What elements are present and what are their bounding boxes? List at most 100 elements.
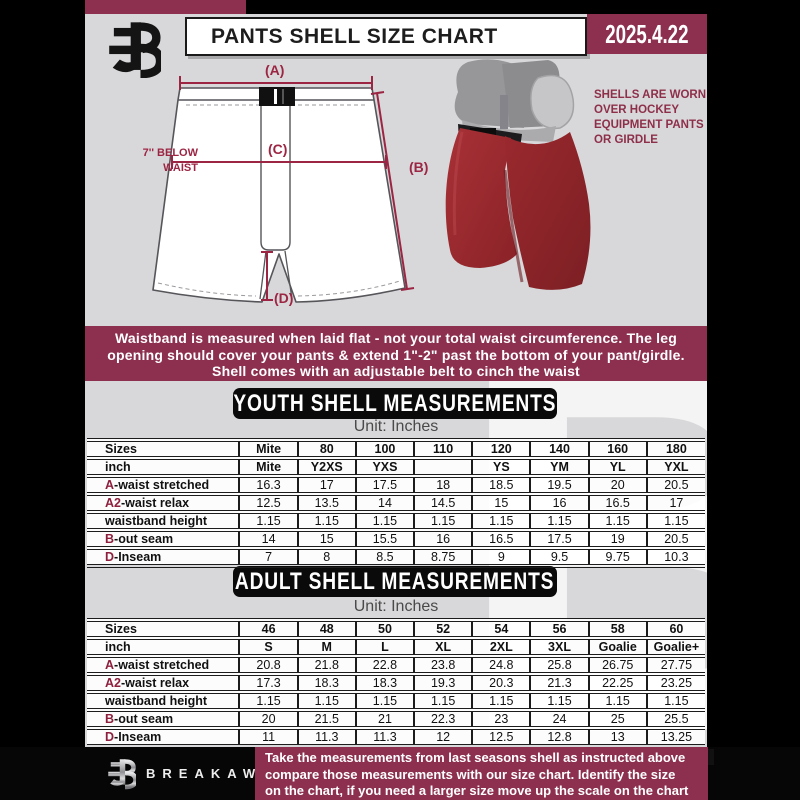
footer-note-line: Take the measurements from last seasons … (265, 750, 686, 765)
table-row: D-Inseam 7 8 8.5 8.75 9 9.5 9.75 10.3 (87, 546, 705, 568)
info-line: Shell comes with an adjustable belt to c… (212, 363, 580, 379)
size-cell: 100 (354, 438, 415, 458)
below-waist-note-line2: WAIST (163, 162, 198, 174)
below-waist-note-line1: 7'' BELOW (143, 147, 199, 159)
info-line: Waistband is measured when laid flat - n… (115, 330, 677, 346)
size-cell: 1.15 (238, 690, 298, 710)
row-label-prefix: B (105, 532, 115, 546)
row-label-prefix: A (105, 478, 115, 492)
size-cell: 120 (471, 438, 531, 458)
table-row: B-out seam 20 21.5 21 22.3 23 24 25 25.5 (87, 708, 705, 728)
size-cell: 180 (645, 438, 705, 458)
size-cell: 1.15 (354, 510, 415, 530)
size-cell: 20.3 (471, 672, 531, 692)
size-cell: 21.8 (296, 654, 356, 674)
size-cell: 1.15 (413, 690, 473, 710)
size-cell: Y2XS (296, 456, 356, 476)
size-cell: 54 (471, 618, 531, 638)
size-cell (413, 456, 473, 476)
hockey-shell-photo (445, 59, 591, 290)
size-cell: L (354, 636, 415, 656)
date-text: 2025.4.22 (605, 18, 689, 49)
page-sheet: B PANTS SHELL SIZE CHART 2025.4.22 (A) (85, 14, 707, 747)
size-cell: 160 (587, 438, 647, 458)
measuring-info-banner: Waistband is measured when laid flat - n… (85, 326, 707, 381)
size-cell: 21.3 (529, 672, 589, 692)
size-cell: 20.8 (238, 654, 298, 674)
row-label: inch (87, 456, 240, 476)
size-cell: 23.25 (645, 672, 705, 692)
size-cell: 15 (296, 528, 356, 548)
size-cell: 1.15 (354, 690, 415, 710)
info-line: opening should cover your pants & extend… (107, 346, 685, 363)
page-title: PANTS SHELL SIZE CHART (211, 24, 498, 48)
row-label: Sizes (87, 438, 240, 458)
size-cell: 17 (296, 474, 356, 494)
youth-section-title: YOUTH SHELL MEASUREMENTS (233, 389, 557, 417)
size-cell: 17.5 (529, 528, 589, 548)
size-cell: 21 (354, 708, 415, 728)
row-label: A-waist stretched (87, 474, 240, 494)
edge-nub (708, 749, 714, 765)
table-row: B-out seam 14 15 15.5 16 16.5 17.5 19 20.5 (87, 528, 705, 548)
size-cell: 16.5 (471, 528, 531, 548)
size-cell: YS (471, 456, 531, 476)
shell-note-line: SHELLS ARE WORN (594, 89, 707, 101)
size-cell: 20.5 (645, 474, 705, 494)
size-cell: 12.8 (529, 726, 589, 747)
size-cell: 58 (587, 618, 647, 638)
size-cell: 16 (413, 528, 473, 548)
size-cell: 21.5 (296, 708, 356, 728)
size-cell: 9.5 (529, 546, 589, 568)
size-cell: 23.8 (413, 654, 473, 674)
size-cell: 11.3 (354, 726, 415, 747)
table-row: A-waist stretched 16.3 17 17.5 18 18.5 19.5 20 2… (87, 474, 705, 494)
table-row: A-waist stretched 20.8 21.8 22.8 23.8 24.8 25.… (87, 654, 705, 674)
size-cell: 17.3 (238, 672, 298, 692)
row-label-prefix: B (105, 712, 115, 726)
size-cell: 16.3 (238, 474, 298, 494)
size-cell: 16.5 (587, 492, 647, 512)
row-label-prefix: A (105, 658, 115, 672)
size-cell: 19.3 (413, 672, 473, 692)
table-row: waistband height 1.15 1.15 1.15 1.15 1.15 1.15… (87, 690, 705, 710)
table-row: inch S M L XL 2XL 3XL Goalie Goalie+ (87, 636, 705, 656)
size-cell: YM (529, 456, 589, 476)
row-label-prefix: D (105, 550, 115, 564)
row-label: A-waist stretched (87, 654, 240, 674)
size-cell: 12 (413, 726, 473, 747)
size-cell: Goalie+ (645, 636, 705, 656)
size-cell: 24 (529, 708, 589, 728)
size-cell: 15 (471, 492, 531, 512)
size-cell: 1.15 (471, 690, 531, 710)
footer-note-line: on the chart, if you need a larger size … (265, 783, 689, 798)
size-cell: XL (413, 636, 473, 656)
size-cell: 56 (529, 618, 589, 638)
size-cell: 48 (296, 618, 356, 638)
size-cell: 9 (471, 546, 531, 568)
size-cell: YL (587, 456, 647, 476)
size-cell: 8.75 (413, 546, 473, 568)
footer: BREAKAWAY Take the measurements from las… (0, 747, 800, 800)
page-title-box: PANTS SHELL SIZE CHART (185, 17, 587, 56)
size-cell: 11 (238, 726, 298, 747)
row-label: B-out seam (87, 528, 240, 548)
shell-note: SHELLS ARE WORN OVER HOCKEY EQUIPMENT PA… (594, 88, 707, 148)
size-cell: 9.75 (587, 546, 647, 568)
size-cell: 17.5 (354, 474, 415, 494)
row-label-prefix: A2 (105, 496, 121, 510)
size-cell: 20.5 (645, 528, 705, 548)
size-cell: 13 (587, 726, 647, 747)
row-label-prefix: A2 (105, 676, 121, 690)
date-badge: 2025.4.22 (587, 14, 707, 54)
size-cell: 2XL (471, 636, 531, 656)
row-label: D-Inseam (87, 726, 240, 747)
size-cell: YXL (645, 456, 705, 476)
size-cell: M (296, 636, 356, 656)
size-cell: 140 (529, 438, 589, 458)
size-cell: 1.15 (645, 690, 705, 710)
row-label: D-Inseam (87, 546, 240, 568)
size-cell: 8.5 (354, 546, 415, 568)
size-cell: 20 (238, 708, 298, 728)
row-label: A2-waist relax (87, 672, 240, 692)
